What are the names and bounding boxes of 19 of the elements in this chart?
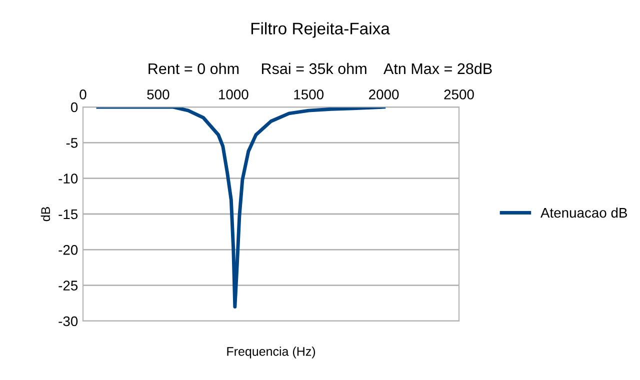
line-series bbox=[96, 107, 386, 308]
x-tick-label: 500 bbox=[147, 90, 170, 100]
y-tick-label: -5 bbox=[66, 138, 78, 148]
x-tick-label: 2000 bbox=[369, 90, 399, 100]
x-tick-label: 2500 bbox=[444, 90, 474, 100]
x-tick-label: 1500 bbox=[294, 90, 324, 100]
y-tick-label: -25 bbox=[58, 280, 78, 291]
y-tick-label: 0 bbox=[70, 102, 78, 112]
y-tick-label: -20 bbox=[58, 245, 78, 255]
y-axis-title: dB bbox=[40, 207, 50, 222]
chart-subtitle: Rent = 0 ohm Rsai = 35k ohm Atn Max = 28dB bbox=[148, 62, 492, 74]
y-tick-label: -15 bbox=[58, 209, 78, 220]
x-tick-label: 1000 bbox=[219, 90, 248, 100]
y-tick-label: -30 bbox=[58, 316, 78, 326]
y-tick-label: -10 bbox=[58, 174, 78, 184]
x-axis-title: Frequencia (Hz) bbox=[227, 346, 316, 358]
legend-label: Atenuacao dB bbox=[540, 208, 627, 218]
chart-title: Filtro Rejeita-Faixa bbox=[251, 22, 390, 38]
x-tick-label: 0 bbox=[80, 90, 86, 100]
